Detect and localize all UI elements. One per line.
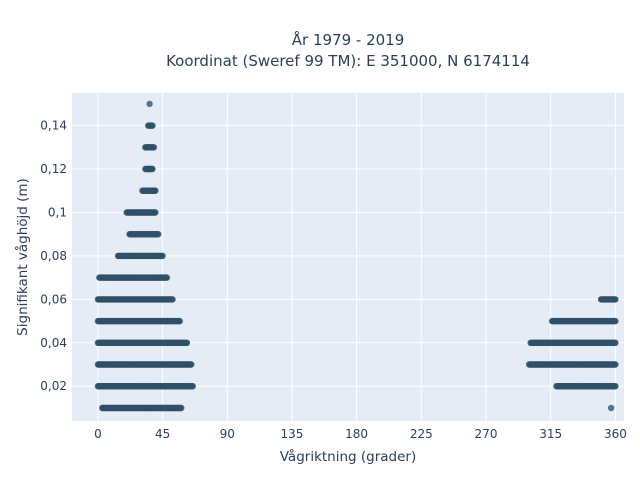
data-point bbox=[163, 274, 171, 281]
x-tick-label: 90 bbox=[220, 427, 235, 441]
data-points bbox=[94, 100, 619, 412]
data-point bbox=[159, 252, 166, 260]
data-point bbox=[152, 187, 159, 194]
data-point bbox=[612, 361, 619, 368]
y-tick-label: 0,04 bbox=[40, 336, 67, 350]
data-point bbox=[149, 122, 156, 129]
chart-title-line1: År 1979 - 2019 bbox=[292, 30, 405, 49]
data-point bbox=[188, 361, 195, 368]
data-point bbox=[146, 100, 153, 108]
x-tick-label: 180 bbox=[345, 427, 368, 441]
x-tick-label: 360 bbox=[604, 427, 627, 441]
data-point bbox=[612, 383, 619, 390]
x-tick-label: 225 bbox=[410, 427, 433, 441]
y-tick-label: 0,08 bbox=[40, 249, 67, 263]
y-tick-label: 0,02 bbox=[40, 379, 67, 393]
data-point bbox=[178, 404, 185, 412]
x-tick-label: 0 bbox=[94, 427, 102, 441]
y-tick-label: 0,1 bbox=[48, 206, 67, 220]
x-tick-label: 135 bbox=[280, 427, 303, 441]
x-tick-label: 315 bbox=[539, 427, 562, 441]
data-point bbox=[612, 296, 619, 303]
y-tick-label: 0,14 bbox=[40, 119, 67, 133]
data-point bbox=[183, 339, 191, 346]
x-axis-title: Vågriktning (grader) bbox=[280, 448, 417, 465]
data-point bbox=[607, 404, 615, 412]
x-axis-ticks: 0 45 90 135 180 225 270 315 360 bbox=[94, 427, 627, 441]
x-tick-label: 45 bbox=[155, 427, 170, 441]
chart-title-line2: Koordinat (Sweref 99 TM): E 351000, N 61… bbox=[166, 52, 530, 70]
data-point bbox=[152, 209, 159, 216]
y-axis-ticks: 0,02 0,04 0,06 0,08 0,1 0,12 0,14 bbox=[40, 119, 67, 394]
data-point bbox=[169, 296, 176, 303]
data-point bbox=[150, 144, 158, 151]
data-point bbox=[149, 165, 156, 173]
data-point bbox=[189, 383, 196, 390]
data-point bbox=[612, 317, 619, 325]
y-tick-label: 0,06 bbox=[40, 292, 67, 306]
data-point bbox=[155, 231, 162, 238]
x-tick-label: 270 bbox=[475, 427, 498, 441]
y-axis-title: Signifikant våghöjd (m) bbox=[14, 178, 31, 336]
data-point bbox=[176, 317, 183, 325]
y-tick-label: 0,12 bbox=[40, 162, 67, 176]
data-point bbox=[612, 339, 619, 346]
